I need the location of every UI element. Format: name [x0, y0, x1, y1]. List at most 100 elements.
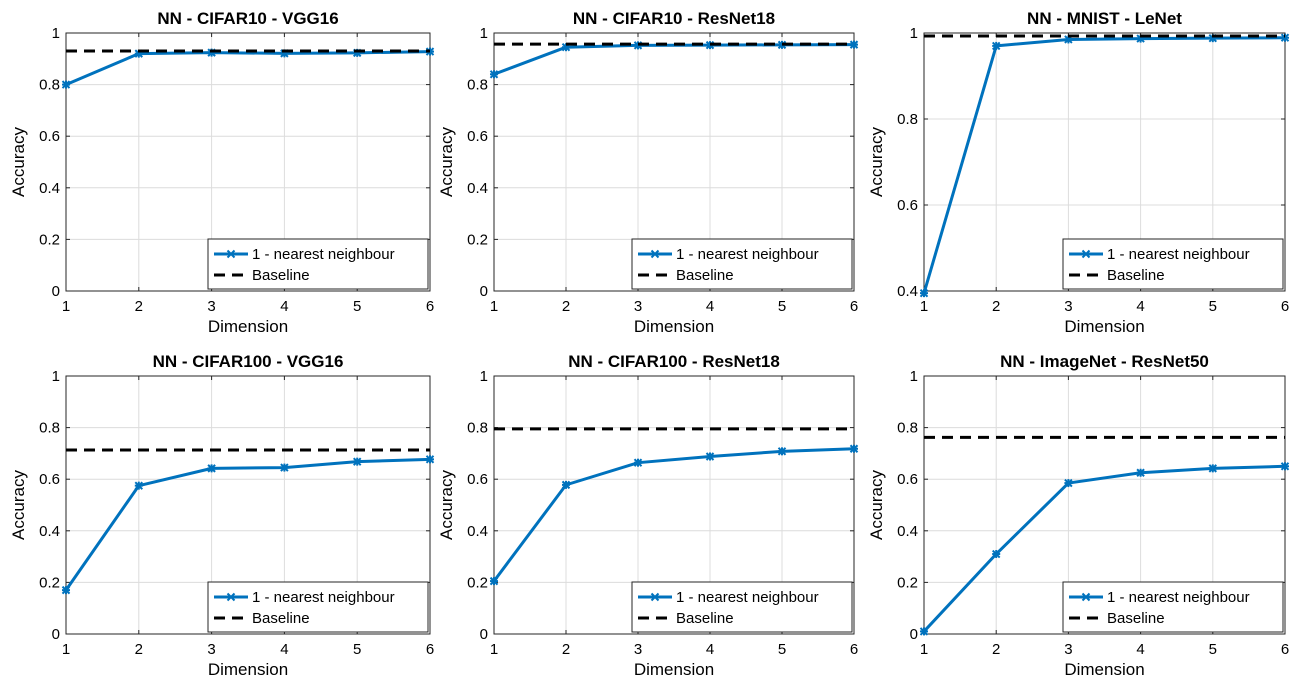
- axes-box: [65, 32, 431, 292]
- chart-title: NN - MNIST - LeNet: [1027, 9, 1182, 28]
- legend-label-nn: 1 - nearest neighbour: [676, 589, 819, 606]
- x-tick-label: 1: [62, 641, 70, 658]
- x-tick-label: 5: [778, 298, 786, 315]
- legend: 1 - nearest neighbour Baseline: [1062, 581, 1284, 633]
- legend-label-nn: 1 - nearest neighbour: [1107, 589, 1250, 606]
- chart-title: NN - CIFAR100 - VGG16: [153, 352, 344, 371]
- y-tick-label: 0.8: [39, 77, 60, 94]
- x-tick-label: 1: [62, 298, 70, 315]
- legend-box: [207, 581, 429, 633]
- data-point: [561, 480, 571, 490]
- subplot-2: 1 2 3 4 5 6 0 0.2 0.4 0.6 0.8 1 NN - CIFAR10 - ResNe…: [437, 9, 859, 336]
- y-axis-label: Accuracy: [9, 470, 28, 540]
- y-tick-label: 1: [52, 25, 60, 42]
- y-tick-label: 0: [52, 626, 60, 643]
- x-axis-label: Dimension: [634, 317, 714, 336]
- y-tick-label: 1: [910, 25, 918, 42]
- subplot-3: 1 2 3 4 5 6 0.4 0.6 0.8 1 NN - MNIST - LeNet Dimens…: [867, 9, 1290, 336]
- data-point: [849, 40, 859, 49]
- x-tick-label: 4: [706, 298, 714, 315]
- axes-box: [65, 375, 431, 635]
- x-axis-label: Dimension: [208, 660, 288, 679]
- x-tick-label: 5: [353, 298, 361, 315]
- y-tick-label: 0.6: [897, 471, 918, 488]
- y-axis-label: Accuracy: [867, 470, 886, 540]
- x-tick-label: 4: [1136, 641, 1144, 658]
- legend: 1 - nearest neighbour Baseline: [1062, 238, 1284, 290]
- x-tick-label: 2: [562, 641, 570, 658]
- data-point: [633, 458, 643, 467]
- y-tick-label: 0.4: [467, 523, 488, 540]
- legend: 1 - nearest neighbour Baseline: [207, 238, 429, 290]
- y-tick-label: 0.8: [467, 77, 488, 94]
- data-point: [991, 549, 1001, 559]
- legend-label-baseline: Baseline: [676, 267, 734, 284]
- x-tick-label: 1: [920, 298, 928, 315]
- legend: 1 - nearest neighbour Baseline: [631, 238, 853, 290]
- axes-box: [493, 32, 855, 292]
- y-tick-label: 0.2: [897, 574, 918, 591]
- legend-label-baseline: Baseline: [1107, 267, 1165, 284]
- legend-marker: [650, 592, 660, 602]
- y-tick-label: 1: [52, 368, 60, 385]
- y-tick-label: 0.2: [467, 231, 488, 248]
- data-point: [207, 464, 216, 473]
- y-tick-label: 0.4: [897, 523, 918, 540]
- x-tick-label: 3: [634, 641, 642, 658]
- subplot-6: 1 2 3 4 5 6 0 0.2 0.4 0.6 0.8 1 NN - ImageNet - ResN…: [867, 352, 1290, 679]
- legend-label-baseline: Baseline: [1107, 610, 1165, 627]
- x-axis-label: Dimension: [1064, 660, 1144, 679]
- x-tick-label: 2: [135, 641, 143, 658]
- nn-series-line: [65, 50, 431, 86]
- x-tick-label: 1: [490, 298, 498, 315]
- legend-label-nn: 1 - nearest neighbour: [252, 589, 395, 606]
- legend-label-baseline: Baseline: [252, 610, 310, 627]
- nn-series-line: [922, 464, 1286, 633]
- x-tick-label: 2: [562, 298, 570, 315]
- data-point: [919, 627, 929, 636]
- y-tick-label: 0.6: [467, 471, 488, 488]
- x-axis-label: Dimension: [634, 660, 714, 679]
- x-tick-label: 1: [490, 641, 498, 658]
- x-tick-label: 6: [1281, 641, 1289, 658]
- data-point: [1064, 478, 1073, 488]
- y-tick-label: 0: [910, 626, 918, 643]
- data-point: [777, 447, 787, 456]
- x-tick-label: 3: [1064, 298, 1072, 315]
- y-tick-label: 0.4: [39, 180, 60, 197]
- y-tick-label: 0.2: [39, 574, 60, 591]
- data-point: [352, 457, 362, 466]
- axes-box: [923, 32, 1286, 292]
- x-tick-label: 6: [850, 641, 858, 658]
- data-point: [489, 576, 499, 586]
- legend-label-baseline: Baseline: [676, 610, 734, 627]
- legend-label-baseline: Baseline: [252, 267, 310, 284]
- chart-title: NN - ImageNet - ResNet50: [1000, 352, 1209, 371]
- x-tick-label: 5: [1209, 298, 1217, 315]
- x-tick-label: 4: [280, 641, 288, 658]
- y-tick-label: 0: [480, 283, 488, 300]
- x-tick-label: 2: [135, 298, 143, 315]
- y-tick-label: 0.4: [39, 523, 60, 540]
- x-tick-label: 5: [353, 641, 361, 658]
- data-point: [1136, 468, 1145, 477]
- nn-series-line: [64, 457, 431, 591]
- legend-box: [1062, 238, 1284, 290]
- y-tick-label: 0.4: [467, 180, 488, 197]
- y-tick-label: 0.2: [39, 231, 60, 248]
- y-tick-label: 0.2: [467, 574, 488, 591]
- y-tick-label: 1: [480, 25, 488, 42]
- legend-marker: [650, 249, 660, 259]
- x-tick-label: 5: [1209, 641, 1217, 658]
- y-tick-label: 0.8: [897, 420, 918, 437]
- legend-box: [207, 238, 429, 290]
- x-tick-label: 6: [850, 298, 858, 315]
- x-tick-label: 4: [706, 641, 714, 658]
- legend-box: [1062, 581, 1284, 633]
- legend-marker: [1081, 592, 1091, 602]
- x-tick-label: 6: [1281, 298, 1289, 315]
- data-point: [1280, 462, 1290, 471]
- legend: 1 - nearest neighbour Baseline: [631, 581, 853, 633]
- data-point: [705, 452, 715, 461]
